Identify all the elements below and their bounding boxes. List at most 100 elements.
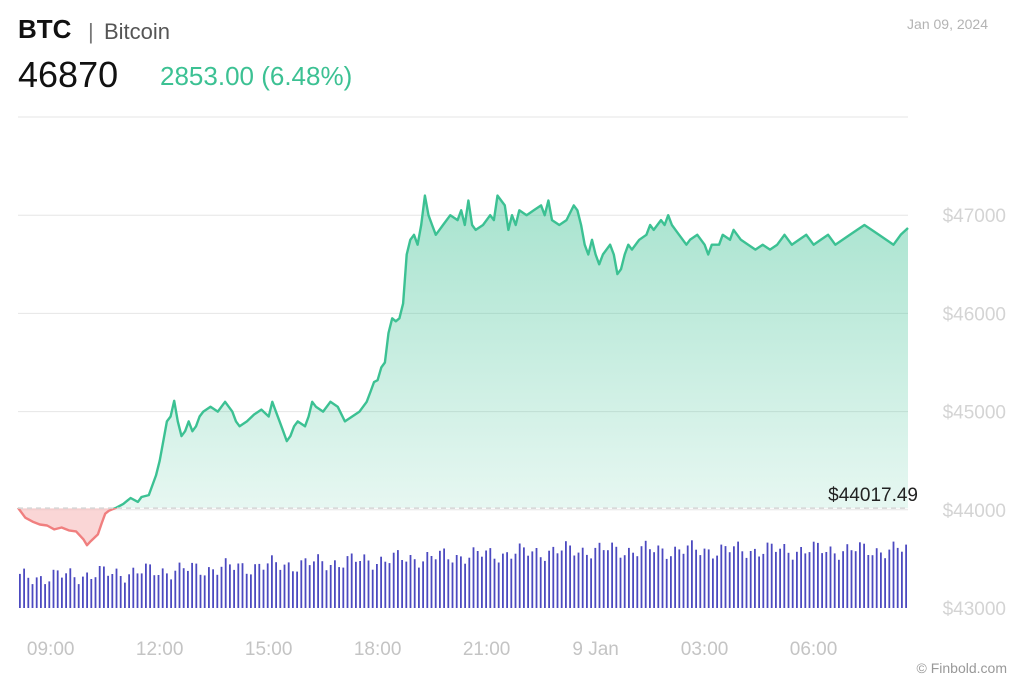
volume-bar [682,553,685,608]
volume-bar [842,551,844,608]
volume-bar [371,569,374,608]
volume-bar [174,570,177,608]
volume-bar [434,559,437,608]
volume-bar [791,559,794,608]
x-tick-label-4: 21:00 [463,639,511,660]
volume-bar [783,544,786,608]
volume-bar [577,552,580,608]
price-change: 2853.00 (6.48%) [160,61,353,91]
volume-bar [367,560,370,608]
volume-bar [506,552,508,608]
y-tick-label-1: $46000 [943,304,1006,325]
volume-bar [229,564,231,608]
volume-bar [111,574,114,608]
chart-date: Jan 09, 2024 [907,16,988,32]
volume-bar [598,542,601,608]
volume-bar [422,561,424,608]
title-separator: | [88,19,94,44]
volume-bar [338,567,340,608]
volume-bar [573,555,576,608]
x-tick-label-2: 15:00 [245,639,293,660]
y-tick-label-3: $44000 [943,501,1006,522]
asset-ticker: BTC [18,14,72,44]
volume-bar [464,563,466,608]
volume-bar [52,569,55,608]
volume-bar [724,546,727,608]
volume-bar [602,550,605,608]
volume-bar [69,568,72,608]
volume-bar [569,545,571,608]
volume-bar [510,558,513,608]
volume-bar [266,563,269,608]
volume-bar [107,575,109,608]
volume-bar [691,540,693,608]
volume-bar [182,568,185,608]
volume-bar [838,559,840,608]
volume-bar [644,540,647,608]
volume-bar [817,542,819,608]
volume-bar [61,577,63,608]
volume-bar [762,553,765,608]
volume-bar [707,549,710,608]
volume-bar [233,569,235,608]
volume-bar [178,562,181,608]
volume-bar [854,551,857,608]
volume-bar [552,546,555,608]
volume-bar [489,548,492,608]
volume-bar [628,547,630,608]
volume-bar [565,541,567,608]
volume-bar [27,577,30,608]
volume-bar [308,565,311,608]
volume-bar [623,555,626,608]
reference-label: $44017.49 [828,485,918,506]
volume-bar [149,564,151,608]
volume-bar [468,557,471,608]
volume-bar [140,573,143,608]
volume-bar [829,546,832,608]
volume-bar [392,552,395,608]
volume-bar [283,564,286,608]
volume-bar [56,570,59,608]
volume-bar [686,545,689,608]
volume-bar [82,576,84,608]
volume-bar [317,554,319,608]
volume-bar [548,550,550,608]
volume-bar [296,571,298,608]
volume-bar [275,562,277,608]
volume-bar [94,577,97,608]
volume-bar [481,556,483,608]
volume-bar [607,550,609,608]
volume-bar [867,555,870,608]
volume-bar [23,568,25,608]
x-tick-label-6: 03:00 [681,639,729,660]
volume-bar [825,552,828,608]
volume-bar [779,548,781,608]
y-axis: $47000 $46000 $45000 $44000 $43000 [943,206,1006,620]
volume-bar [237,563,240,608]
volume-bar [409,555,412,608]
volume-bar [502,553,504,608]
volume-bar [649,549,651,608]
volume-bar [888,549,891,608]
volume-bar [203,575,206,608]
volume-bar [497,562,500,608]
volume-bar [716,555,718,608]
volume-bar [581,547,584,608]
volume-bar [77,584,80,608]
price-series [17,194,909,547]
volume-bar [145,563,147,608]
volume-bar [560,550,563,608]
volume-bar [485,550,487,608]
volume-bar [199,574,202,608]
volume-bar [720,544,723,608]
volume-bar [166,573,168,608]
volume-bar [535,548,538,608]
volume-bar [136,573,139,608]
volume-bar [611,542,613,608]
volume-bar [401,560,403,608]
asset-name: Bitcoin [104,19,171,44]
volume-bar [313,561,315,608]
volume-bar [896,547,899,608]
volume-bar [245,573,248,608]
